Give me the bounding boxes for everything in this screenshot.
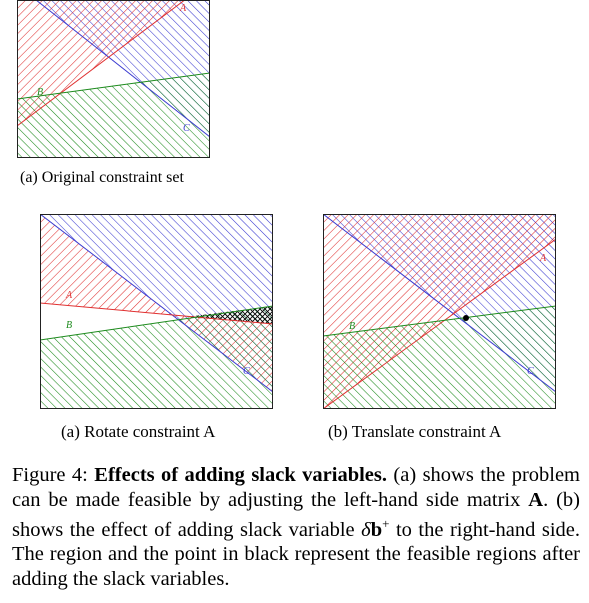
region-b: [40, 306, 273, 409]
delta-symbol: δ: [361, 518, 371, 541]
line-a: [40, 302, 273, 325]
line-c: [323, 214, 556, 393]
plot-rotate: A B C: [40, 214, 273, 409]
label-c: C: [243, 366, 250, 377]
line-a: [17, 0, 186, 127]
line-b: [40, 305, 273, 341]
figure-caption: Figure 4: Effects of adding slack variab…: [12, 463, 580, 591]
label-a: A: [65, 290, 73, 301]
caption-title: Effects of adding slack variables.: [94, 464, 387, 486]
caption-translate: (b) Translate constraint A: [328, 422, 502, 441]
label-a: A: [539, 253, 547, 264]
caption-prefix: Figure 4:: [12, 464, 95, 486]
line-c: [40, 214, 273, 393]
panel-original: A B C: [17, 0, 210, 158]
caption-body-2: . (b) shows the effect of adding slack v…: [12, 488, 580, 541]
caption-original: (a) Original constraint set: [20, 169, 184, 186]
slack-sup: +: [382, 516, 390, 531]
label-c: C: [527, 366, 534, 377]
feasible-region: [186, 306, 273, 324]
caption-rotate: (a) Rotate constraint A: [61, 422, 216, 441]
slack-var: b: [370, 518, 383, 541]
caption-body-1: (a) shows the problem can be made feasib…: [12, 464, 581, 511]
region-b: [323, 306, 556, 409]
feasible-point: [463, 315, 469, 321]
line-b: [17, 72, 210, 100]
label-b: B: [37, 87, 43, 98]
line-a: [323, 238, 556, 409]
caption-body-3: to the right-hand side. The region and t…: [12, 518, 581, 590]
label-c: C: [183, 123, 190, 134]
region-c: [17, 0, 210, 137]
panel-translate: A B C: [323, 214, 556, 409]
panel-rotate: A B C: [40, 214, 273, 409]
label-a: A: [179, 3, 187, 14]
matrix-symbol: A: [528, 488, 544, 511]
plot-translate: A B C: [323, 214, 556, 409]
label-b: B: [349, 321, 355, 332]
plot-original: A B C: [17, 0, 210, 158]
line-b: [323, 305, 556, 337]
label-b: B: [66, 320, 72, 331]
line-c: [35, 0, 210, 138]
region-b: [17, 73, 210, 158]
